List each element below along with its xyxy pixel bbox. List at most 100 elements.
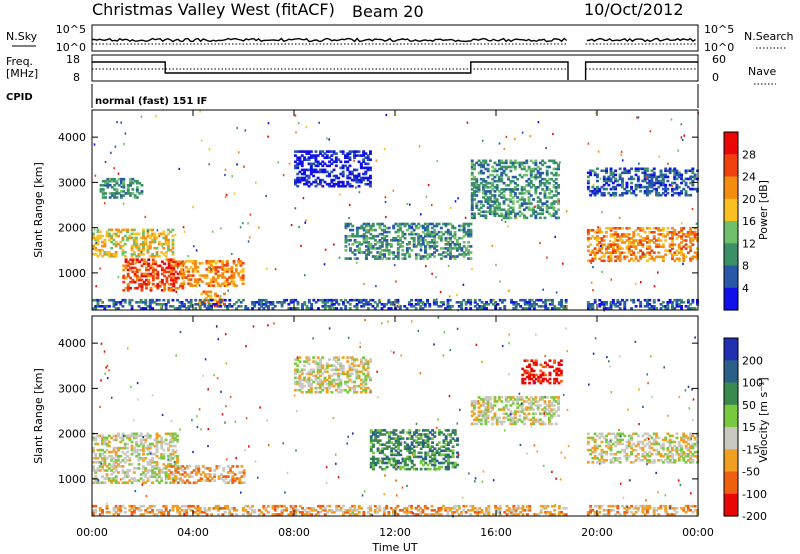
- velocity-cell: [341, 364, 345, 367]
- power-scatter-point: [247, 240, 250, 243]
- velocity-cell: [589, 511, 593, 514]
- power-scatter-point: [691, 207, 694, 211]
- velocity-cell: [121, 504, 125, 508]
- power-cell: [464, 301, 468, 304]
- power-scatter-point: [620, 153, 623, 156]
- power-cell: [419, 236, 423, 240]
- power-cell: [657, 251, 661, 254]
- velocity-cell: [316, 364, 320, 367]
- velocity-cell: [114, 479, 118, 482]
- power-cell: [187, 307, 191, 310]
- power-cell: [611, 181, 615, 185]
- power-cell: [538, 208, 542, 211]
- velocity-cell: [130, 507, 134, 510]
- velocity-cell: [172, 465, 176, 468]
- power-cell: [686, 307, 690, 310]
- power-cell: [110, 228, 114, 232]
- power-cell: [323, 168, 327, 172]
- power-cell: [652, 181, 656, 185]
- power-cell: [605, 303, 608, 306]
- power-cell: [124, 286, 128, 290]
- velocity-cell: [319, 380, 322, 384]
- velocity-cell: [105, 438, 109, 442]
- velocity-cell: [659, 504, 663, 508]
- power-cell: [609, 307, 613, 310]
- power-scatter-point: [565, 305, 568, 308]
- power-cell: [680, 253, 683, 256]
- power-cell: [371, 255, 375, 258]
- power-cell: [446, 232, 450, 236]
- power-cell: [129, 268, 132, 272]
- power-cell: [557, 173, 560, 177]
- power-cell: [172, 278, 176, 282]
- power-cell: [383, 253, 386, 256]
- power-cell: [382, 305, 386, 308]
- power-cell: [609, 171, 613, 175]
- cpid-text: normal (fast) 151 IF: [95, 96, 207, 107]
- velocity-cell: [117, 481, 120, 484]
- power-cell: [475, 186, 479, 189]
- power-cell: [121, 238, 125, 242]
- velocity-cell: [350, 380, 354, 384]
- power-cell: [444, 230, 448, 234]
- power-cell: [378, 251, 382, 254]
- power-cell: [467, 257, 471, 260]
- power-cell: [475, 184, 479, 187]
- power-cell: [630, 191, 633, 195]
- velocity-cell: [437, 507, 441, 510]
- power-cell: [545, 165, 549, 169]
- power-cell: [223, 280, 227, 283]
- power-cell: [509, 210, 513, 214]
- power-scatter-point: [295, 131, 297, 134]
- power-cell: [509, 206, 513, 209]
- power-scatter-point: [637, 116, 640, 119]
- power-colorbar-tick: 20: [742, 193, 756, 206]
- power-cell: [446, 230, 450, 234]
- power-cell: [112, 232, 116, 236]
- power-cell: [351, 224, 355, 228]
- power-cell: [355, 303, 359, 306]
- power-cell: [671, 193, 674, 197]
- power-scatter-point: [507, 225, 509, 228]
- power-cell: [439, 257, 443, 260]
- power-cell: [684, 181, 688, 185]
- power-cell: [126, 284, 130, 288]
- power-cell: [648, 183, 652, 187]
- velocity-cell: [675, 507, 679, 510]
- power-cell: [554, 212, 558, 216]
- velocity-cell: [337, 358, 341, 361]
- power-cell: [467, 298, 470, 302]
- power-cell: [353, 150, 356, 153]
- power-cell: [176, 307, 179, 310]
- power-cell: [473, 198, 476, 201]
- power-cell: [146, 244, 150, 248]
- power-cell: [618, 239, 622, 242]
- velocity-cell: [123, 461, 127, 464]
- power-cell: [661, 173, 665, 177]
- power-cell: [316, 162, 320, 166]
- power-cell: [371, 305, 375, 308]
- power-cell: [453, 245, 457, 248]
- power-scatter-point: [435, 276, 437, 279]
- power-scatter-point: [198, 284, 201, 287]
- power-cell: [446, 305, 450, 308]
- power-cell: [625, 235, 629, 238]
- power-cell: [376, 234, 380, 238]
- power-cell: [369, 176, 372, 180]
- power-cell: [696, 187, 699, 191]
- velocity-cell: [528, 507, 532, 510]
- power-cell: [126, 262, 130, 266]
- power-cell: [296, 158, 300, 161]
- velocity-cell: [114, 436, 118, 440]
- freq-tick-top: 18: [66, 53, 80, 66]
- power-cell: [122, 268, 126, 272]
- power-scatter-point: [161, 245, 163, 248]
- power-cell: [239, 276, 243, 279]
- power-cell: [453, 230, 457, 234]
- power-cell: [689, 169, 693, 173]
- velocity-cell: [101, 513, 104, 516]
- velocity-cell: [341, 366, 345, 370]
- power-cell: [496, 303, 500, 306]
- power-cell: [536, 204, 540, 207]
- velocity-cell: [162, 452, 166, 456]
